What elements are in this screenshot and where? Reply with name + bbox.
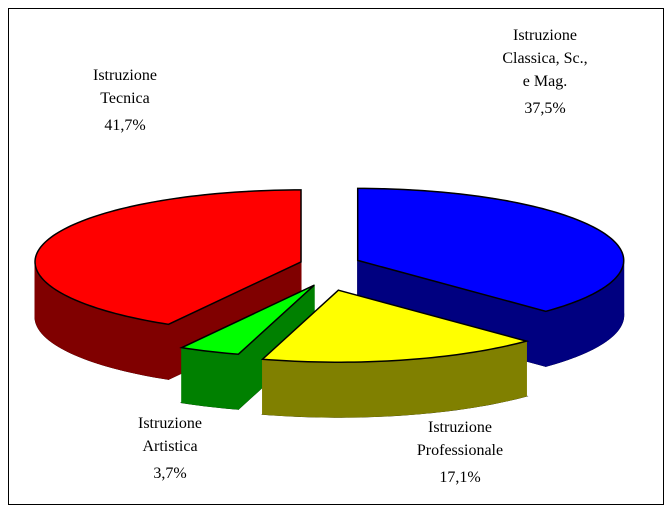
slice-side xyxy=(61,292,65,351)
slice-side xyxy=(578,298,584,356)
slice-side xyxy=(360,361,369,418)
slice-side xyxy=(130,316,136,374)
category-label: Classica, Sc., xyxy=(502,50,587,67)
slice-side xyxy=(521,340,527,398)
slice-side xyxy=(135,317,142,375)
pie-slice xyxy=(260,289,530,418)
slice-side xyxy=(97,307,103,366)
value-label: 37,5% xyxy=(524,100,565,117)
slice-side xyxy=(501,345,508,403)
slice-side xyxy=(473,350,481,408)
slice-side xyxy=(558,305,564,363)
slice-side xyxy=(314,361,322,418)
slice-side xyxy=(373,360,382,417)
slice-side xyxy=(115,313,121,371)
slice-side xyxy=(506,344,513,402)
slice-side xyxy=(64,294,69,353)
slice-side xyxy=(354,361,362,418)
category-label: Istruzione xyxy=(428,419,492,436)
slice-side xyxy=(73,298,79,357)
slice-side xyxy=(585,295,590,353)
slice-side xyxy=(582,296,587,355)
slice-side xyxy=(334,361,342,418)
slice-top xyxy=(179,284,315,356)
slice-side xyxy=(462,352,469,410)
slice-side xyxy=(567,302,573,361)
value-label: 17,1% xyxy=(439,469,480,486)
category-label: Professionale xyxy=(417,442,503,459)
slice-side xyxy=(140,318,147,376)
slice-side xyxy=(327,361,335,418)
category-label: Artistica xyxy=(142,438,197,455)
slice-side xyxy=(70,297,75,356)
slice-side xyxy=(110,311,117,370)
slice-side xyxy=(58,290,62,349)
slice-side xyxy=(393,359,401,417)
slice-side xyxy=(412,358,421,415)
slice-side xyxy=(101,309,107,367)
category-label: Istruzione xyxy=(138,415,202,432)
slice-side xyxy=(575,299,580,358)
slice-side xyxy=(380,360,388,417)
slice-side xyxy=(347,361,355,418)
value-label: 3,7% xyxy=(153,465,186,482)
slice-side xyxy=(120,314,126,372)
slice-side xyxy=(467,351,475,409)
slice-side xyxy=(105,310,112,368)
slice-side xyxy=(92,306,98,364)
slice-side xyxy=(516,341,523,400)
slice-side xyxy=(400,359,408,416)
slice-side xyxy=(450,354,457,411)
slice-side xyxy=(484,348,492,406)
slice-side xyxy=(595,290,599,349)
slice-side xyxy=(550,308,556,366)
slice-side xyxy=(84,303,90,362)
slice-top xyxy=(356,187,625,313)
slice-side xyxy=(490,347,497,405)
slice-side xyxy=(387,360,395,417)
slice-top xyxy=(260,289,530,363)
slice-side xyxy=(598,288,602,347)
slice-side xyxy=(156,321,164,379)
slice-side xyxy=(571,301,576,359)
slice-side xyxy=(88,304,94,363)
slice-side xyxy=(77,300,82,359)
category-label: e Mag. xyxy=(523,73,567,90)
slice-side xyxy=(320,361,329,418)
category-label: Istruzione xyxy=(513,27,577,44)
slice-side xyxy=(151,321,158,378)
slice-side xyxy=(81,301,86,360)
slice-side xyxy=(419,357,427,415)
pie-slice xyxy=(356,187,625,367)
slice-side xyxy=(456,353,463,411)
slice-side xyxy=(162,322,169,380)
slice-side xyxy=(145,319,153,377)
slice-top xyxy=(34,189,302,326)
slice-side xyxy=(444,355,451,412)
slice-side xyxy=(554,306,560,365)
slice-side xyxy=(367,361,375,418)
slice-side xyxy=(406,358,414,416)
value-label: 41,7% xyxy=(104,117,145,134)
slice-side xyxy=(425,357,433,414)
slice-side xyxy=(589,293,594,352)
slice-side xyxy=(340,361,349,418)
slice-side xyxy=(592,291,597,350)
slice-side xyxy=(563,304,569,362)
category-label: Tecnica xyxy=(100,90,150,107)
pie-slice xyxy=(34,189,302,380)
category-label: Istruzione xyxy=(93,67,157,84)
slice-side xyxy=(438,355,445,413)
slice-side xyxy=(545,309,551,367)
slice-side xyxy=(67,295,72,354)
slice-side xyxy=(511,343,518,401)
slice-side xyxy=(431,356,439,414)
slice-side xyxy=(495,346,502,404)
slice-side xyxy=(124,315,131,373)
slice-side xyxy=(479,349,486,407)
